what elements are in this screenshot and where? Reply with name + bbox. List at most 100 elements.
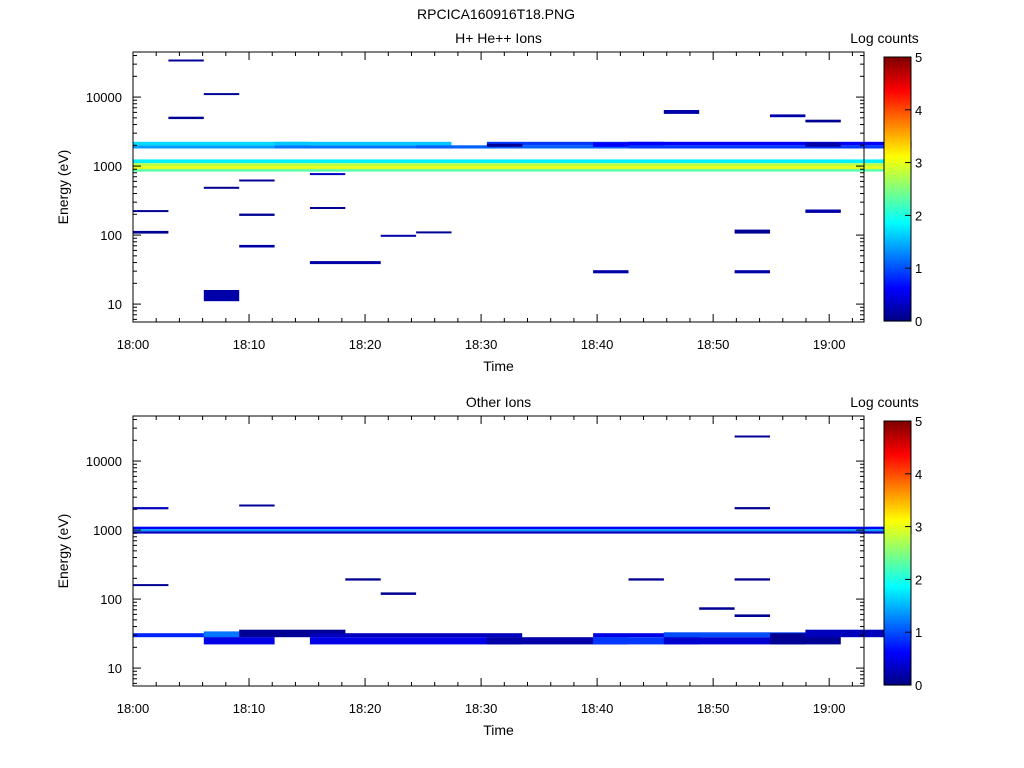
- colorbar-segment: [884, 153, 911, 157]
- colorbar-segment: [884, 112, 911, 115]
- colorbar-segment: [884, 566, 911, 569]
- colorbar-segment: [884, 219, 911, 223]
- heatmap-cell: [734, 614, 770, 617]
- heatmap-cell: [133, 230, 169, 234]
- colorbar-segment: [884, 627, 911, 631]
- heatmap-cell: [593, 270, 629, 274]
- colorbar-segment: [884, 638, 911, 642]
- colorbar-segment: [884, 230, 911, 234]
- colorbar-segment: [884, 491, 911, 495]
- colorbar-segment: [884, 553, 911, 556]
- heatmap-cell: [309, 633, 523, 638]
- colorbar-segment: [884, 676, 911, 679]
- colorbar-segment: [884, 557, 911, 561]
- colorbar-segment: [884, 524, 911, 528]
- colorbar-segment: [884, 76, 911, 80]
- colorbar-segment: [884, 202, 911, 205]
- colorbar-segment: [884, 193, 911, 197]
- plot-frame: [132, 415, 865, 687]
- colorbar-segment: [884, 125, 911, 128]
- colorbar-segment: [884, 81, 911, 84]
- colorbar-segment: [884, 535, 911, 539]
- heatmap-cell: [663, 637, 806, 645]
- x-tick-label: 18:20: [349, 337, 382, 352]
- colorbar-segment: [884, 559, 911, 563]
- colorbar-segment: [884, 63, 911, 67]
- colorbar-segment: [884, 208, 911, 212]
- colorbar-segment: [884, 504, 911, 508]
- colorbar-segment: [884, 515, 911, 519]
- colorbar-segment: [884, 634, 911, 638]
- colorbar-segment: [884, 305, 911, 309]
- colorbar-tick-label: 0: [915, 314, 922, 329]
- colorbar-segment: [884, 480, 911, 484]
- heatmap-cell: [593, 637, 700, 645]
- colorbar-segment: [884, 533, 911, 536]
- colorbar-segment: [884, 509, 911, 512]
- colorbar-segment: [884, 460, 911, 464]
- colorbar-segment: [884, 427, 911, 431]
- colorbar-segment: [884, 105, 911, 109]
- colorbar-segment: [884, 136, 911, 139]
- colorbar-tick-label: 1: [915, 261, 922, 276]
- colorbar-segment: [884, 169, 911, 172]
- heatmap-cell: [734, 578, 770, 581]
- colorbar-segment: [884, 522, 911, 525]
- colorbar-segment: [884, 511, 911, 514]
- colorbar: Log counts 0 1 2 3 4 5: [850, 30, 922, 329]
- colorbar-segment: [884, 520, 911, 523]
- colorbar-segment: [884, 550, 911, 554]
- colorbar-segment: [884, 118, 911, 122]
- heatmap-cell: [734, 229, 770, 234]
- heatmap-cell: [486, 637, 629, 645]
- colorbar-segment: [884, 87, 911, 91]
- x-tick-label: 18:00: [117, 337, 150, 352]
- heatmap-cell: [133, 145, 310, 149]
- colorbar-segment: [884, 623, 911, 627]
- heatmap-cell: [416, 145, 523, 149]
- colorbar-segment: [884, 61, 911, 65]
- x-tick-label: 18:00: [117, 701, 150, 716]
- colorbar-segment: [884, 548, 911, 552]
- heatmap-cell: [203, 290, 240, 302]
- colorbar-segment: [884, 288, 911, 291]
- colorbar-segment: [884, 588, 911, 591]
- colorbar-segment: [884, 575, 911, 578]
- colorbar-segment: [884, 663, 911, 666]
- colorbar-segment: [884, 114, 911, 117]
- colorbar-segment: [884, 79, 911, 82]
- colorbar-segment: [884, 674, 911, 677]
- x-tick-label: 19:00: [813, 337, 846, 352]
- heatmap-cell: [663, 110, 700, 114]
- colorbar-segment: [884, 206, 911, 210]
- colorbar-segment: [884, 279, 911, 282]
- heatmap-cell: [239, 213, 275, 216]
- heatmap-cell: [239, 504, 275, 507]
- colorbar-segment: [884, 285, 911, 289]
- colorbar-segment: [884, 215, 911, 219]
- colorbar-tick-label: 2: [915, 572, 922, 587]
- colorbar-segment: [884, 425, 911, 429]
- heatmap-cell: [628, 145, 912, 149]
- colorbar-segment: [884, 255, 911, 258]
- heatmap-cell: [168, 59, 204, 62]
- colorbar-segment: [884, 101, 911, 104]
- colorbar-segment: [884, 182, 911, 186]
- colorbar-segment: [884, 645, 911, 649]
- colorbar-segment: [884, 579, 911, 583]
- colorbar-segment: [884, 149, 911, 153]
- colorbar-tick-label: 4: [915, 467, 922, 482]
- colorbar-segment: [884, 429, 911, 433]
- heatmap-cell: [309, 637, 523, 645]
- colorbar-segment: [884, 447, 911, 451]
- colorbar-segment: [884, 235, 911, 238]
- heatmap-cell: [133, 526, 912, 530]
- colorbar-segment: [884, 142, 911, 146]
- colorbar-segment: [884, 561, 911, 565]
- colorbar-segment: [884, 266, 911, 269]
- heatmap-cell: [628, 578, 664, 581]
- colorbar-segment: [884, 145, 911, 148]
- colorbar-segment: [884, 669, 911, 673]
- heatmap-cell: [805, 209, 841, 213]
- colorbar-segment: [884, 316, 911, 320]
